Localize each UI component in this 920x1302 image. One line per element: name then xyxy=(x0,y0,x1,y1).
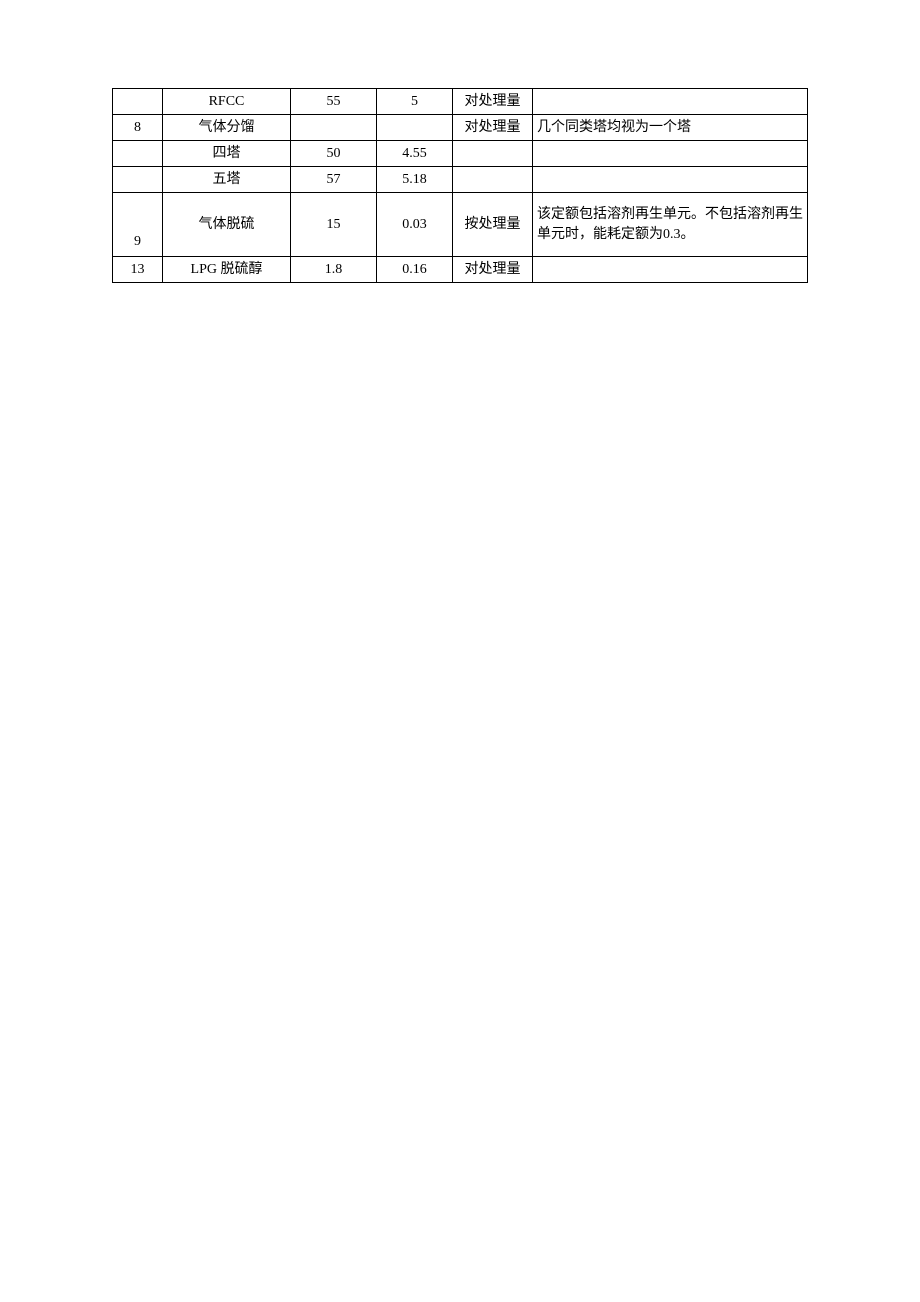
note xyxy=(533,141,808,167)
table-row: 9 气体脱硫 15 0.03 按处理量 该定额包括溶剂再生单元。不包括溶剂再生单… xyxy=(113,193,808,257)
value-2: 5 xyxy=(377,89,453,115)
basis-type xyxy=(453,141,533,167)
table-row: 13 LPG 脱硫醇 1.8 0.16 对处理量 xyxy=(113,257,808,283)
row-number xyxy=(113,89,163,115)
row-number: 8 xyxy=(113,115,163,141)
table-row: 8 气体分馏 对处理量 几个同类塔均视为一个塔 xyxy=(113,115,808,141)
note xyxy=(533,89,808,115)
basis-type: 对处理量 xyxy=(453,115,533,141)
value-1: 1.8 xyxy=(291,257,377,283)
note xyxy=(533,167,808,193)
process-name: 四塔 xyxy=(163,141,291,167)
row-number: 13 xyxy=(113,257,163,283)
process-name: LPG 脱硫醇 xyxy=(163,257,291,283)
basis-type: 对处理量 xyxy=(453,89,533,115)
value-1: 55 xyxy=(291,89,377,115)
table-row: 五塔 57 5.18 xyxy=(113,167,808,193)
note xyxy=(533,257,808,283)
row-number xyxy=(113,167,163,193)
value-2: 0.16 xyxy=(377,257,453,283)
value-1: 57 xyxy=(291,167,377,193)
process-name: RFCC xyxy=(163,89,291,115)
value-1 xyxy=(291,115,377,141)
process-quota-table: RFCC 55 5 对处理量 8 气体分馏 对处理量 几个同类塔均视为一个塔 四… xyxy=(112,88,808,283)
value-1: 50 xyxy=(291,141,377,167)
basis-type: 对处理量 xyxy=(453,257,533,283)
process-name: 气体脱硫 xyxy=(163,193,291,257)
value-2: 0.03 xyxy=(377,193,453,257)
basis-type: 按处理量 xyxy=(453,193,533,257)
value-2 xyxy=(377,115,453,141)
row-number xyxy=(113,141,163,167)
row-number: 9 xyxy=(113,193,163,257)
value-2: 4.55 xyxy=(377,141,453,167)
table-row: RFCC 55 5 对处理量 xyxy=(113,89,808,115)
value-2: 5.18 xyxy=(377,167,453,193)
process-name: 气体分馏 xyxy=(163,115,291,141)
basis-type xyxy=(453,167,533,193)
note: 该定额包括溶剂再生单元。不包括溶剂再生单元时，能耗定额为0.3。 xyxy=(533,193,808,257)
note: 几个同类塔均视为一个塔 xyxy=(533,115,808,141)
table-row: 四塔 50 4.55 xyxy=(113,141,808,167)
value-1: 15 xyxy=(291,193,377,257)
process-name: 五塔 xyxy=(163,167,291,193)
